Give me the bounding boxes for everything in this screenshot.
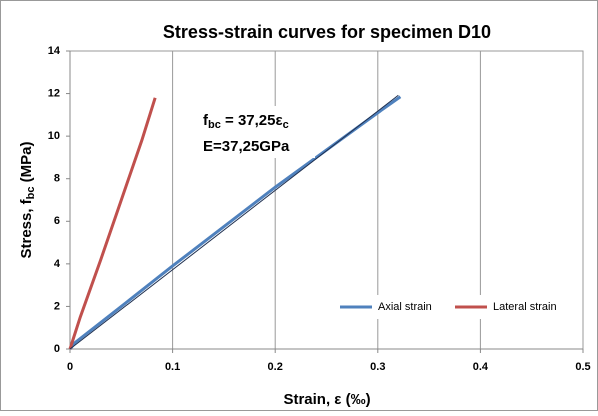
series-line [68, 97, 157, 350]
annotation-formula: fbc = 37,25εc [203, 112, 289, 131]
annotation-modulus: E=37,25GPa [203, 138, 290, 155]
x-axis-label: Strain, ε (‰) [283, 391, 370, 408]
x-tick-label: 0.5 [575, 361, 590, 373]
x-tick-label: 0.3 [370, 361, 385, 373]
x-tick-label: 0.1 [165, 361, 180, 373]
annotation-box [197, 106, 315, 158]
y-tick-label: 2 [54, 300, 60, 312]
x-axis-label-text: Strain, ε (‰) [283, 391, 370, 408]
y-label-sub: bc [25, 186, 37, 199]
y-label-part: Stress, f [18, 198, 35, 258]
y-label-part: (MPa) [18, 141, 35, 186]
series-line [69, 94, 399, 350]
y-tick-label: 8 [54, 173, 60, 185]
series-line [68, 95, 402, 350]
y-tick-label: 6 [54, 215, 60, 227]
y-tick-label: 10 [48, 130, 60, 142]
formula-sub: c [283, 119, 289, 131]
y-tick-label: 12 [48, 87, 60, 99]
y-tick-label: 0 [54, 343, 60, 355]
formula-sub: bc [208, 119, 221, 131]
chart-title: Stress-strain curves for specimen D10 [163, 22, 491, 42]
legend-label: Axial strain [378, 301, 432, 313]
x-tick-label: 0 [67, 361, 73, 373]
formula-part: = 37,25ε [221, 112, 283, 129]
x-tick-label: 0.2 [268, 361, 283, 373]
y-tick-label: 14 [48, 45, 61, 57]
legend-label: Lateral strain [493, 301, 557, 313]
formula-part: f [203, 112, 209, 129]
x-tick-label: 0.4 [473, 361, 489, 373]
y-tick-label: 4 [54, 258, 61, 270]
y-axis-label: Stress, fbc (MPa) [18, 141, 37, 258]
